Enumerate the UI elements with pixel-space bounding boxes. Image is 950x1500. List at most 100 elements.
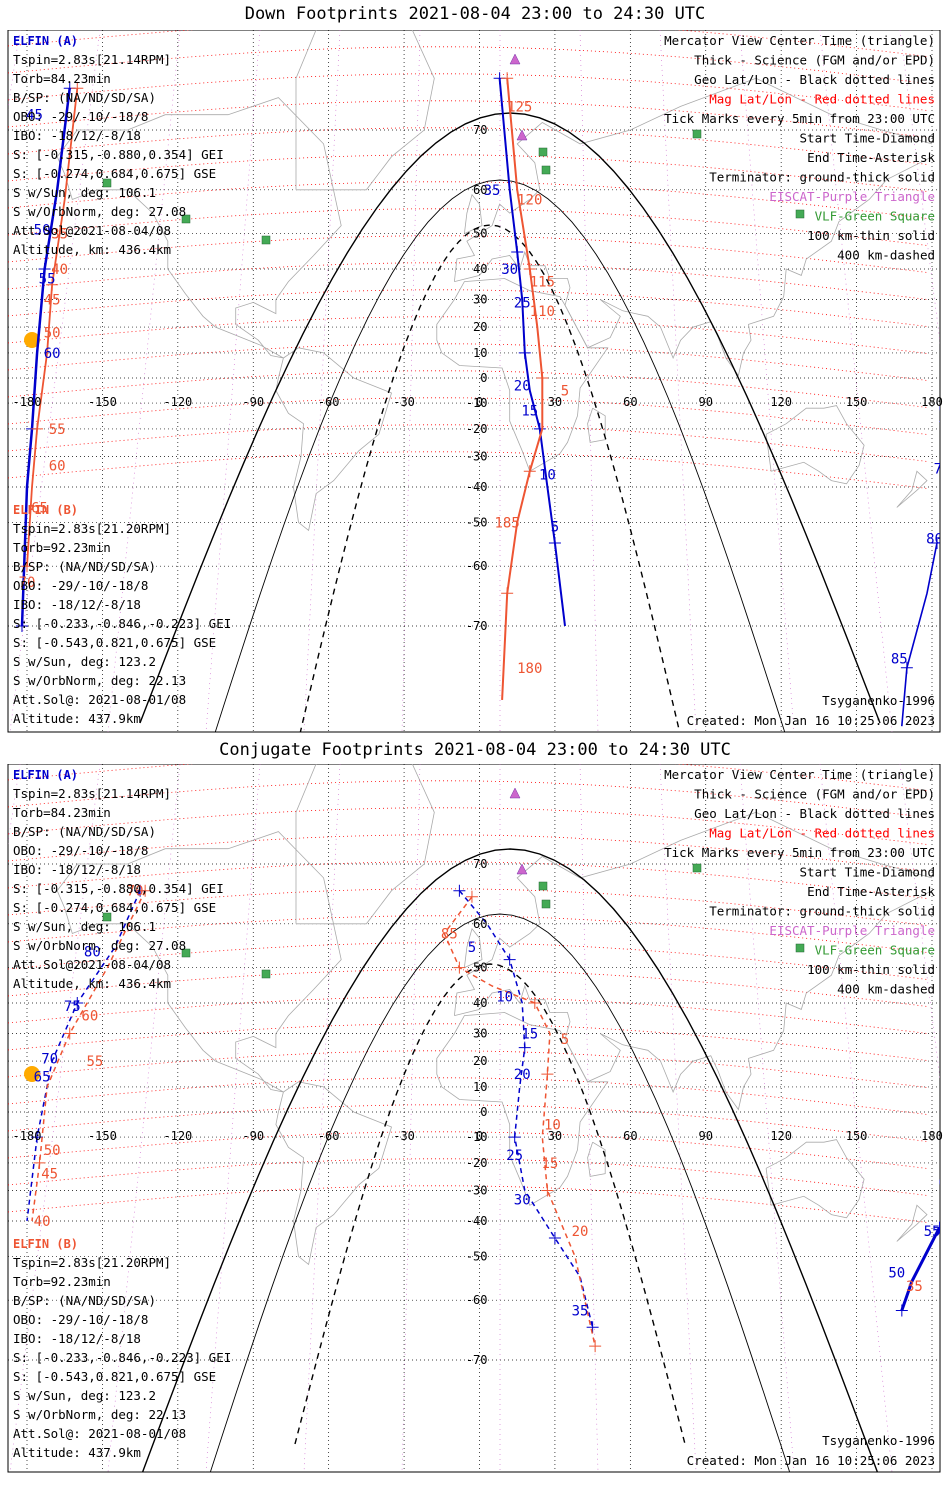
elfin_b-info-line: Altitude: 437.9km xyxy=(13,1445,141,1460)
elfin_a-name: ELFIN (A) xyxy=(13,768,78,782)
elfin-b-track-west xyxy=(26,88,79,567)
elfin-b-time-label: 20 xyxy=(572,1224,589,1240)
lat-tick-label: -30 xyxy=(466,449,488,463)
elfin-a-track-se-tick xyxy=(900,661,913,674)
elfin-b-track-west-tick xyxy=(21,560,33,573)
elfin-a-time-label: 60 xyxy=(939,1175,950,1191)
elfin_b-info-line: Tspin=2.83s[21.20RPM] xyxy=(13,521,171,536)
lon-tick-label: 30 xyxy=(548,1129,562,1143)
elfin-a-time-label: 35 xyxy=(484,183,501,199)
lat-tick-label: 10 xyxy=(473,346,487,360)
elfin-b-time-label: 70 xyxy=(127,884,144,900)
elfin-a-time-label: 55 xyxy=(39,272,56,288)
lon-tick-label: -90 xyxy=(242,395,264,409)
elfin_a-info-line: S w/OrbNorm, deg: 27.08 xyxy=(13,938,186,953)
eiscat-triangle xyxy=(509,787,521,799)
elfin-b-time-label: 5 xyxy=(561,383,569,399)
legend-item: 100 km-thin solid xyxy=(807,228,935,243)
elfin-b-time-label: 50 xyxy=(44,325,61,341)
elfin_a-info-line: OBO: -29/-10/-18/8 xyxy=(13,109,148,124)
elfin-a-time-label: 35 xyxy=(572,1303,589,1319)
lon-tick-label: 0 xyxy=(476,1129,483,1143)
terminator-lines xyxy=(141,848,879,1472)
legend-item: VLF-Green Square xyxy=(815,209,935,224)
vlf-square xyxy=(102,912,112,922)
elfin-a-time-label: 5 xyxy=(468,940,476,956)
elfin_a-info-line: S w/OrbNorm, deg: 27.08 xyxy=(13,204,186,219)
lat-tick-label: -40 xyxy=(466,1214,488,1228)
elfin_a-name: ELFIN (A) xyxy=(13,34,78,48)
orbit-tracks xyxy=(15,72,940,727)
elfin-b-conj-east-tick xyxy=(465,890,478,903)
elfin_b-info-line: IBO: -18/12/-8/18 xyxy=(13,1331,141,1346)
elfin-a-conj-west-tick xyxy=(31,1131,44,1144)
sun-icon xyxy=(24,1066,40,1082)
elfin_a-info-line: Att.Sol@2021-08-04/08 xyxy=(13,223,171,238)
coastlines xyxy=(56,30,933,532)
elfin-a-time-label: 30 xyxy=(501,262,518,278)
elfin-b-track-west-tick xyxy=(46,278,59,291)
lat-tick-label: -50 xyxy=(466,1249,488,1263)
markers xyxy=(24,53,805,348)
lon-tick-label: -120 xyxy=(163,1129,192,1143)
lat-tick-label: 30 xyxy=(473,293,487,307)
elfin-a-time-label: 80 xyxy=(926,532,943,548)
lat-tick-label: -60 xyxy=(466,559,488,573)
vlf-square xyxy=(795,209,805,219)
elfin_a-info-line: B/SP: (NA/ND/SD/SA) xyxy=(13,90,156,105)
vlf-square xyxy=(692,863,702,873)
elfin-a-conj-se xyxy=(900,1226,940,1311)
elfin-a-track-east-tick xyxy=(511,246,524,259)
legend-item: 400 km-dashed xyxy=(837,248,935,263)
legend-item: VLF-Green Square xyxy=(815,943,935,958)
elfin-a-time-label: 15 xyxy=(521,1027,538,1043)
elfin-b-time-label: 70 xyxy=(19,575,36,591)
elfin-b-time-label: 110 xyxy=(530,304,555,320)
elfin-a-conj-west-tick xyxy=(71,996,84,1009)
elfin-b-track-west-tick xyxy=(31,422,44,435)
elfin-a-time-label: 55 xyxy=(924,1224,941,1240)
map-layer: 8075706551015202530356055507060555045408… xyxy=(8,764,950,1472)
elfin-a-time-label: 80 xyxy=(84,944,101,960)
spacecraft-info: ELFIN (A) Tspin=2.83s[21.14RPM] Torb=84.23… xyxy=(13,34,231,726)
elfin-b-conj-west-tick xyxy=(139,884,152,897)
elfin-b-time-label: 45 xyxy=(41,1167,58,1183)
lon-tick-label: -90 xyxy=(242,1129,264,1143)
elfin_a-info-line: Att.Sol@2021-08-04/08 xyxy=(13,957,171,972)
vlf-square xyxy=(261,969,271,979)
lon-tick-label: 60 xyxy=(623,395,637,409)
elfin_b-name: ELFIN (B) xyxy=(13,503,78,517)
elfin-b-time-label: 40 xyxy=(51,262,68,278)
elfin-a-time-label: 70 xyxy=(939,419,950,435)
vlf-square xyxy=(541,165,551,175)
elfin_b-info-line: S w/OrbNorm, deg: 22.13 xyxy=(13,673,186,688)
elfin-b-time-label: 55 xyxy=(86,1054,103,1070)
track-time-labels: 4550556051015202530356570758085354045505… xyxy=(19,99,950,676)
elfin-a-time-label: 25 xyxy=(514,295,531,311)
lat-tick-label: -20 xyxy=(466,422,488,436)
legend-item: EISCAT-Purple Triangle xyxy=(769,923,935,938)
axis-labels: -180 -150 -120 -90 -60 -30 0 30 60 90 120 150 180706… xyxy=(13,123,943,633)
legend-item: End Time-Asterisk xyxy=(807,884,935,899)
lon-tick-label: -150 xyxy=(88,395,117,409)
legend-item: Thick - Science (FGM and/or EPD) xyxy=(694,787,935,802)
elfin-b-track-east-tick xyxy=(501,587,514,600)
model-label: Tsyganenko-1996 xyxy=(822,693,935,708)
lon-tick-label: -60 xyxy=(318,395,340,409)
elfin_a-info-line: OBO: -29/-10/-18/8 xyxy=(13,843,148,858)
eiscat-triangle xyxy=(516,863,528,875)
lon-tick-label: 60 xyxy=(623,1129,637,1143)
elfin-a-time-label: 20 xyxy=(514,378,531,394)
vlf-square xyxy=(261,235,271,245)
elfin-a-track-west xyxy=(20,88,71,627)
elfin-a-track-east xyxy=(498,78,566,627)
elfin-b-conj-west xyxy=(31,890,146,1222)
elfin_a-info-line: S: [-0.315,-0.880,0.354] GEI xyxy=(13,881,224,896)
elfin-b-track-east-tick xyxy=(501,72,514,85)
spacecraft-info: ELFIN (A) Tspin=2.83s[21.14RPM] Torb=84.23… xyxy=(13,768,231,1460)
lon-tick-label: 0 xyxy=(476,395,483,409)
elfin_b-info-line: S: [-0.543,0.821,0.675] GSE xyxy=(13,1369,216,1384)
elfin_b-info-line: S: [-0.233,-0.846,-0.223] GEI xyxy=(13,616,231,631)
elfin_b-info-line: Att.Sol@: 2021-08-01/08 xyxy=(13,692,186,707)
created-timestamp: Created: Mon Jan 16 10:25:06 2023 xyxy=(687,1453,935,1468)
